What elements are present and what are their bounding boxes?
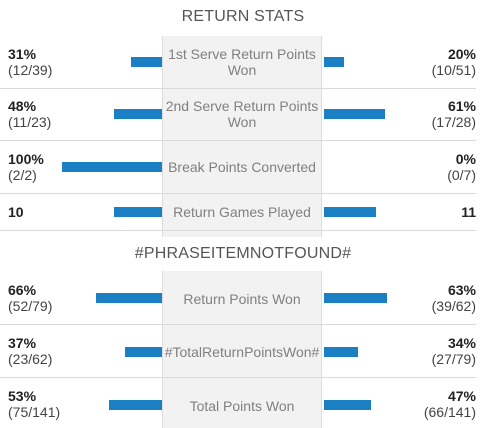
right-bar	[324, 109, 385, 119]
stat-label: #TotalReturnPointsWon#	[164, 344, 320, 360]
right-bar	[324, 347, 358, 357]
stat-label: Return Games Played	[173, 204, 311, 220]
left-percent: 66%	[8, 282, 37, 298]
stat-label: Return Points Won	[183, 291, 301, 307]
section-title-return-stats: RETURN STATS	[0, 0, 486, 34]
left-bar	[96, 293, 162, 303]
right-percent: 61%	[447, 98, 476, 114]
right-fraction: (17/28)	[431, 114, 476, 130]
right-bar	[324, 293, 387, 303]
row-divider	[0, 377, 476, 378]
left-fraction: (75/141)	[8, 404, 61, 420]
stat-label: 1st Serve Return Points Won	[168, 46, 316, 78]
left-bar	[114, 207, 162, 217]
left-player-stat: 53% (75/141)	[8, 388, 60, 420]
right-player-stat: 0% (0/7)	[447, 151, 476, 183]
stat-row-2nd-serve-return: 48% (11/23) 2nd Serve Return Points Won …	[0, 89, 486, 140]
left-fraction: (12/39)	[8, 62, 53, 78]
right-bar	[324, 207, 376, 217]
left-fraction: (23/62)	[8, 351, 53, 367]
row-divider	[0, 140, 476, 141]
left-bar	[114, 109, 162, 119]
left-bar	[131, 57, 162, 67]
stat-label: 2nd Serve Return Points Won	[165, 98, 319, 130]
right-player-stat: 63% (39/62)	[432, 282, 476, 314]
right-value: 11	[461, 204, 476, 220]
left-player-stat: 48% (11/23)	[8, 98, 51, 130]
right-percent: 20%	[447, 46, 476, 62]
left-fraction: (11/23)	[8, 114, 52, 130]
label-column	[162, 36, 322, 428]
right-percent: 47%	[447, 388, 476, 404]
stat-row-break-points: 100% (2/2) Break Points Converted 0% (0/…	[0, 141, 486, 193]
right-player-stat: 20% (10/51)	[432, 46, 476, 78]
right-bar	[324, 57, 344, 67]
right-player-stat: 61% (17/28)	[432, 98, 476, 130]
right-player-stat: 34% (27/79)	[432, 335, 476, 367]
stat-row-return-games: 10 Return Games Played 11	[0, 194, 486, 230]
right-fraction: (27/79)	[431, 351, 476, 367]
left-player-stat: 31% (12/39)	[8, 46, 52, 78]
stat-row-1st-serve-return: 31% (12/39) 1st Serve Return Points Won …	[0, 36, 486, 88]
stat-row-total-return-points: 37% (23/62) #TotalReturnPointsWon# 34% (…	[0, 325, 486, 377]
right-player-stat: 47% (66/141)	[424, 388, 476, 420]
left-player-stat: 10	[8, 204, 24, 220]
row-divider	[0, 230, 476, 231]
right-fraction: (10/51)	[431, 62, 476, 78]
row-divider	[0, 88, 476, 89]
right-fraction: (66/141)	[423, 404, 476, 420]
right-player-stat: 11	[461, 204, 476, 220]
right-fraction: (0/7)	[447, 167, 476, 183]
stat-label: Total Points Won	[189, 398, 295, 414]
left-player-stat: 37% (23/62)	[8, 335, 52, 367]
left-value: 10	[8, 204, 24, 220]
stat-label: Break Points Converted	[168, 159, 316, 175]
right-percent: 34%	[447, 335, 476, 351]
left-player-stat: 100% (2/2)	[8, 151, 44, 183]
left-fraction: (52/79)	[8, 298, 53, 314]
right-bar	[324, 400, 371, 410]
left-bar	[125, 347, 162, 357]
left-percent: 53%	[8, 388, 37, 404]
left-percent: 31%	[8, 46, 37, 62]
right-percent: 0%	[455, 151, 476, 167]
right-percent: 63%	[447, 282, 476, 298]
row-divider	[0, 193, 476, 194]
left-bar	[62, 162, 162, 172]
section-title-phrase-not-found: #PHRASEITEMNOTFOUND#	[0, 237, 486, 271]
left-bar	[109, 400, 162, 410]
left-player-stat: 66% (52/79)	[8, 282, 52, 314]
row-divider	[0, 324, 476, 325]
left-percent: 48%	[8, 98, 37, 114]
left-percent: 100%	[8, 151, 44, 167]
right-fraction: (39/62)	[431, 298, 476, 314]
stat-row-return-points-won: 66% (52/79) Return Points Won 63% (39/62…	[0, 272, 486, 324]
left-fraction: (2/2)	[8, 167, 37, 183]
left-percent: 37%	[8, 335, 37, 351]
stat-row-total-points-won: 53% (75/141) Total Points Won 47% (66/14…	[0, 378, 486, 428]
